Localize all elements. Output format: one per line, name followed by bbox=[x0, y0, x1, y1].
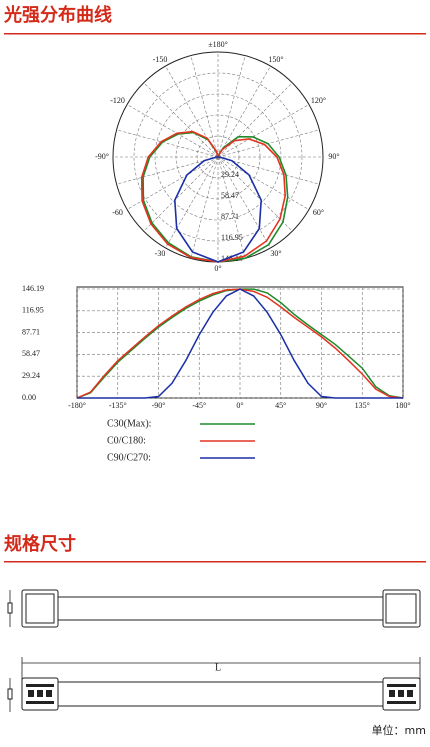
polar-angle-label: 60° bbox=[313, 208, 324, 217]
polar-radial-label: 29.24 bbox=[221, 170, 239, 179]
y-tick-label: 87.71 bbox=[22, 327, 40, 336]
section-rule bbox=[4, 33, 426, 35]
polar-angle-label: ±180° bbox=[208, 40, 228, 49]
polar-spoke bbox=[217, 65, 271, 158]
legend-label: C90/C270: bbox=[107, 452, 151, 463]
polar-spoke bbox=[143, 82, 219, 158]
x-tick-label: 45° bbox=[275, 401, 286, 410]
polar-spoke bbox=[217, 156, 310, 210]
polar-spoke bbox=[126, 104, 219, 158]
y-tick-label: 116.95 bbox=[22, 306, 44, 315]
polar-radial-label: 87.71 bbox=[221, 212, 239, 221]
polar-angle-label: 30° bbox=[270, 249, 281, 258]
polar-spoke bbox=[116, 129, 219, 158]
polar-angle-label: 120° bbox=[311, 96, 326, 105]
polar-curve bbox=[140, 130, 287, 263]
polar-spoke bbox=[190, 55, 219, 158]
polar-angle-label: -90° bbox=[95, 152, 109, 161]
polar-curve bbox=[173, 156, 263, 263]
x-tick-label: 0° bbox=[236, 401, 243, 410]
dimension-label: L bbox=[215, 662, 221, 673]
polar-angle-label: 90° bbox=[328, 152, 339, 161]
polar-angle-label: 0° bbox=[214, 264, 221, 273]
x-tick-label: -90° bbox=[152, 401, 166, 410]
y-tick-label: 29.24 bbox=[22, 371, 40, 380]
polar-spoke bbox=[126, 156, 219, 210]
legend-label: C30(Max): bbox=[107, 418, 151, 429]
section-rule bbox=[4, 561, 426, 563]
polar-grid-ring bbox=[133, 72, 303, 242]
polar-angle-label: -120 bbox=[110, 96, 125, 105]
section-title: 规格尺寸 bbox=[4, 533, 76, 555]
polar-spoke bbox=[116, 156, 219, 185]
unit-note: 单位：mm bbox=[372, 723, 426, 737]
y-tick-label: 146.19 bbox=[22, 284, 44, 293]
polar-spoke bbox=[217, 55, 246, 158]
polar-spoke bbox=[165, 156, 219, 249]
polar-spoke bbox=[217, 82, 293, 158]
section-title: 光强分布曲线 bbox=[3, 4, 112, 26]
polar-spoke bbox=[143, 156, 219, 232]
polar-radial-label: 116.95 bbox=[221, 233, 243, 242]
polar-angle-label: -150 bbox=[153, 55, 168, 64]
polar-angle-label: -30 bbox=[155, 249, 166, 258]
x-tick-label: -180° bbox=[68, 401, 86, 410]
polar-spoke bbox=[217, 104, 310, 158]
x-tick-label: 180° bbox=[395, 401, 410, 410]
polar-spoke bbox=[217, 156, 246, 259]
drawing-side bbox=[7, 657, 421, 712]
y-tick-label: 58.47 bbox=[22, 349, 40, 358]
line-series bbox=[77, 288, 403, 399]
x-tick-label: -45° bbox=[192, 401, 206, 410]
x-tick-label: -135° bbox=[109, 401, 127, 410]
y-tick-label: 0.00 bbox=[22, 393, 36, 402]
x-tick-label: 90° bbox=[316, 401, 327, 410]
drawing-top bbox=[7, 589, 421, 628]
polar-spoke bbox=[217, 156, 320, 185]
legend-label: C0/C180: bbox=[107, 435, 146, 446]
x-tick-label: 135° bbox=[355, 401, 370, 410]
polar-angle-label: -60 bbox=[112, 208, 123, 217]
polar-spoke bbox=[190, 156, 219, 259]
polar-spoke bbox=[217, 156, 271, 249]
polar-radial-label: 58.47 bbox=[221, 191, 239, 200]
polar-angle-label: 150° bbox=[268, 55, 283, 64]
